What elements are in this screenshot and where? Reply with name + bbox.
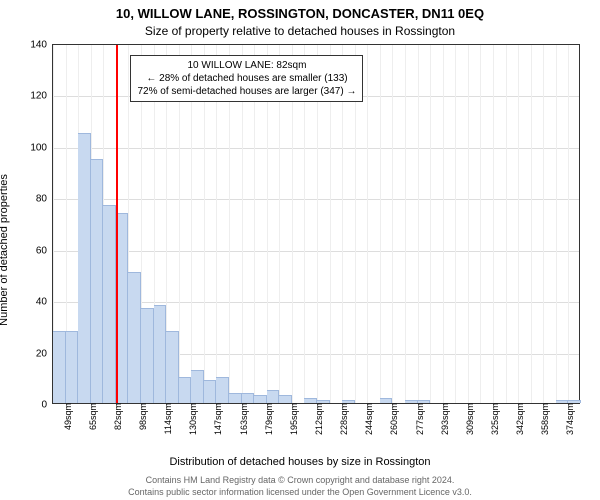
gridline-h [53,148,579,149]
gridline-v [480,45,481,403]
histogram-bar [204,380,217,403]
y-tick-label: 140 [30,40,53,51]
x-tick-label: 82sqm [109,403,123,430]
marker-line [116,45,118,403]
x-tick-label: 212sqm [310,403,324,435]
y-tick-label: 60 [36,245,53,256]
x-tick-label: 374sqm [561,403,575,435]
gridline-h [53,199,579,200]
histogram-bar [154,305,167,403]
histogram-bar [179,377,192,403]
y-tick-label: 100 [30,142,53,153]
histogram-bar [91,159,104,403]
callout-line1: 10 WILLOW LANE: 82sqm [137,59,356,72]
histogram-bar [53,331,66,403]
histogram-bar [216,377,229,403]
histogram-bar [166,331,179,403]
gridline-v [556,45,557,403]
gridline-v [543,45,544,403]
y-tick-label: 120 [30,91,53,102]
x-tick-label: 114sqm [159,403,173,434]
x-tick-label: 163sqm [235,403,249,435]
x-tick-label: 49sqm [59,403,73,430]
x-axis-label: Distribution of detached houses by size … [0,456,600,468]
y-tick-label: 40 [36,297,53,308]
callout-line3: 72% of semi-detached houses are larger (… [137,85,356,98]
gridline-v [568,45,569,403]
histogram-bar [254,395,267,403]
chart-title-line1: 10, WILLOW LANE, ROSSINGTON, DONCASTER, … [0,6,600,21]
footer-line2: Contains public sector information licen… [0,487,600,497]
gridline-v [380,45,381,403]
y-tick-label: 80 [36,194,53,205]
x-tick-label: 179sqm [260,403,274,435]
x-tick-label: 244sqm [360,403,374,435]
gridline-v [392,45,393,403]
gridline-v [468,45,469,403]
histogram-bar [128,272,141,403]
gridline-v [367,45,368,403]
x-tick-label: 358sqm [536,403,550,435]
x-tick-label: 309sqm [461,403,475,435]
x-tick-label: 147sqm [209,403,223,435]
plot-area: 02040608010012014049sqm65sqm82sqm98sqm11… [52,44,580,404]
y-axis-label: Number of detached properties [0,174,10,326]
gridline-v [531,45,532,403]
histogram-bar [191,370,204,403]
x-tick-label: 342sqm [511,403,525,435]
callout-box: 10 WILLOW LANE: 82sqm← 28% of detached h… [130,55,363,102]
gridline-v [506,45,507,403]
x-tick-label: 260sqm [385,403,399,435]
histogram-bar [66,331,79,403]
x-tick-label: 65sqm [84,403,98,430]
gridline-v [418,45,419,403]
histogram-bar [78,133,91,403]
x-tick-label: 195sqm [285,403,299,435]
gridline-v [430,45,431,403]
histogram-bar [242,393,255,403]
histogram-bar [103,205,116,403]
histogram-bar [141,308,154,403]
x-tick-label: 293sqm [436,403,450,435]
callout-line2: ← 28% of detached houses are smaller (13… [137,72,356,85]
gridline-h [53,251,579,252]
gridline-v [493,45,494,403]
x-tick-label: 277sqm [411,403,425,435]
gridline-v [455,45,456,403]
gridline-v [405,45,406,403]
histogram-bar [267,390,280,403]
footer-line1: Contains HM Land Registry data © Crown c… [0,475,600,485]
y-tick-label: 0 [41,400,53,411]
x-tick-label: 130sqm [184,403,198,435]
x-tick-label: 325sqm [486,403,500,435]
gridline-v [443,45,444,403]
histogram-bar [279,395,292,403]
gridline-v [518,45,519,403]
x-tick-label: 98sqm [134,403,148,430]
chart-title-line2: Size of property relative to detached ho… [0,24,600,38]
x-tick-label: 228sqm [335,403,349,435]
histogram-bar [229,393,242,403]
y-tick-label: 20 [36,348,53,359]
